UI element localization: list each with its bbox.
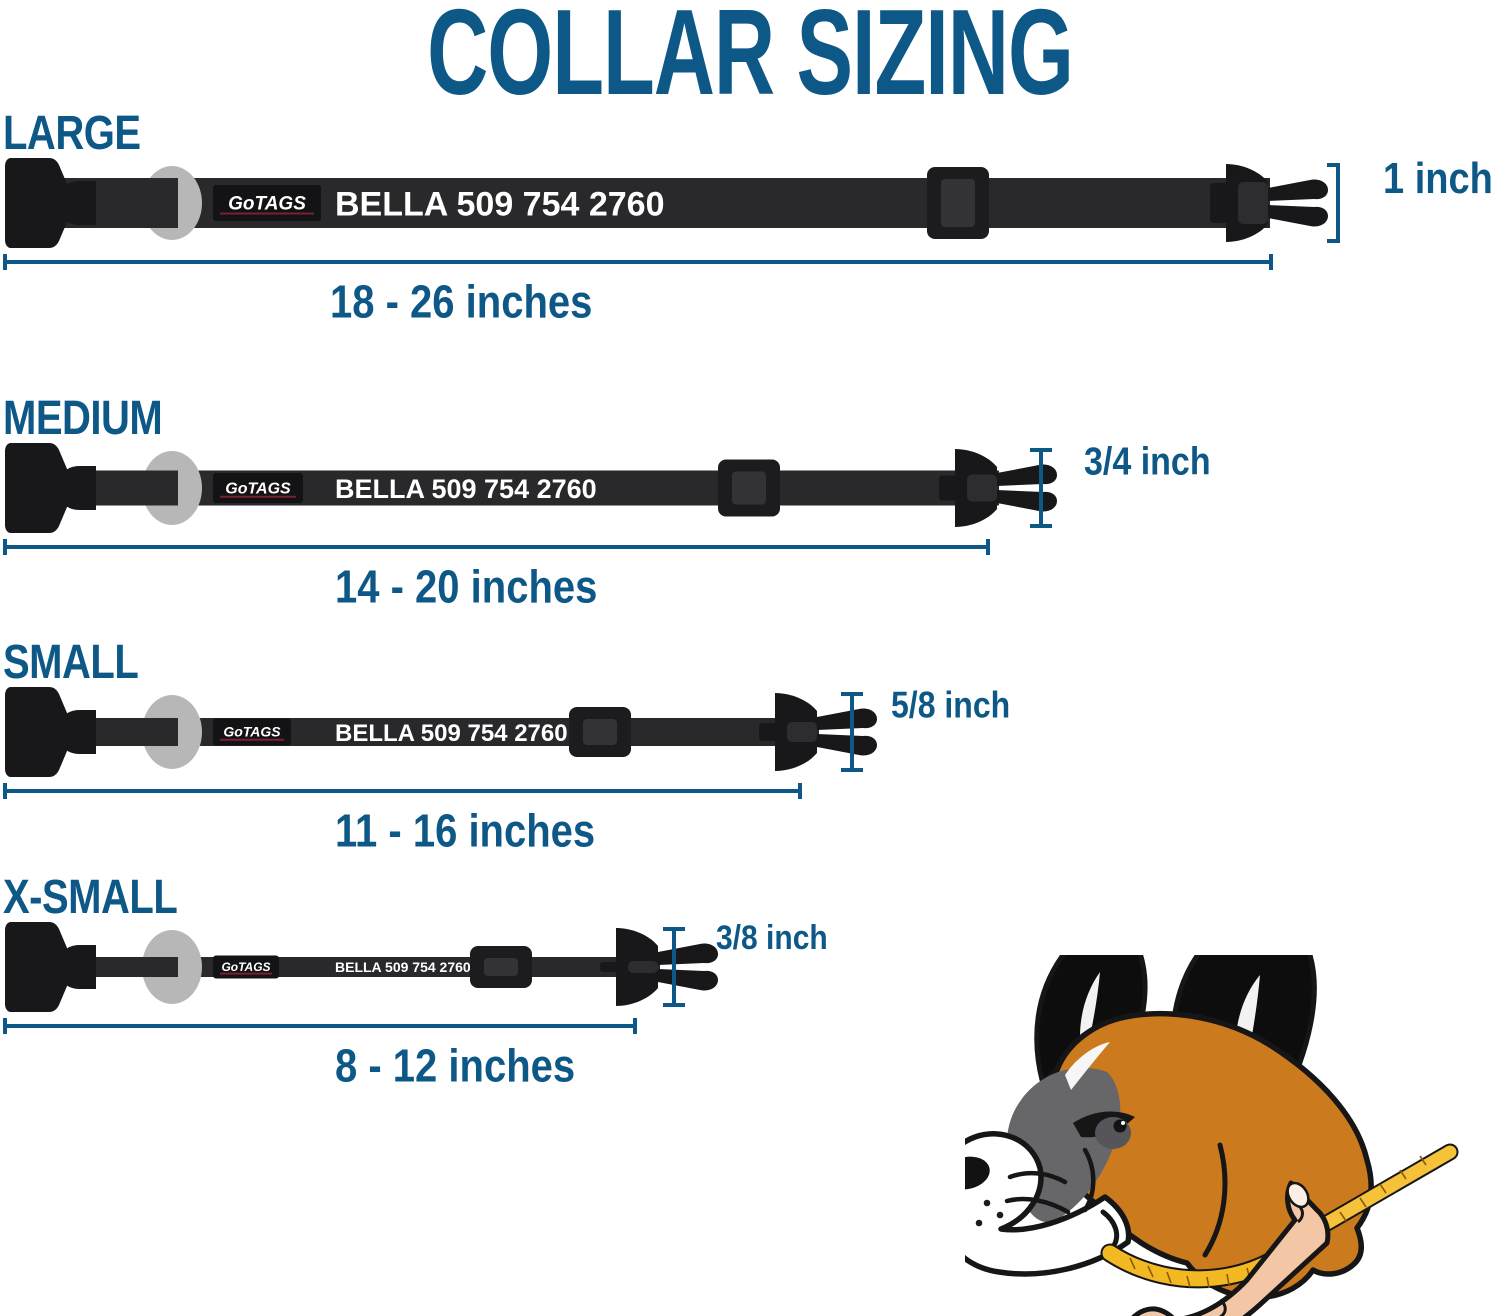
svg-text:BELLA 509 754 2760: BELLA 509 754 2760 xyxy=(335,474,597,504)
svg-text:BELLA 509 754 2760: BELLA 509 754 2760 xyxy=(335,720,568,747)
svg-text:GoTAGS: GoTAGS xyxy=(221,960,270,974)
svg-text:GoTAGS: GoTAGS xyxy=(225,480,291,497)
svg-text:BELLA 509 754 2760: BELLA 509 754 2760 xyxy=(335,186,665,224)
svg-text:GoTAGS: GoTAGS xyxy=(223,724,281,740)
svg-text:GoTAGS: GoTAGS xyxy=(228,193,306,214)
svg-text:BELLA 509 754 2760: BELLA 509 754 2760 xyxy=(335,959,471,975)
